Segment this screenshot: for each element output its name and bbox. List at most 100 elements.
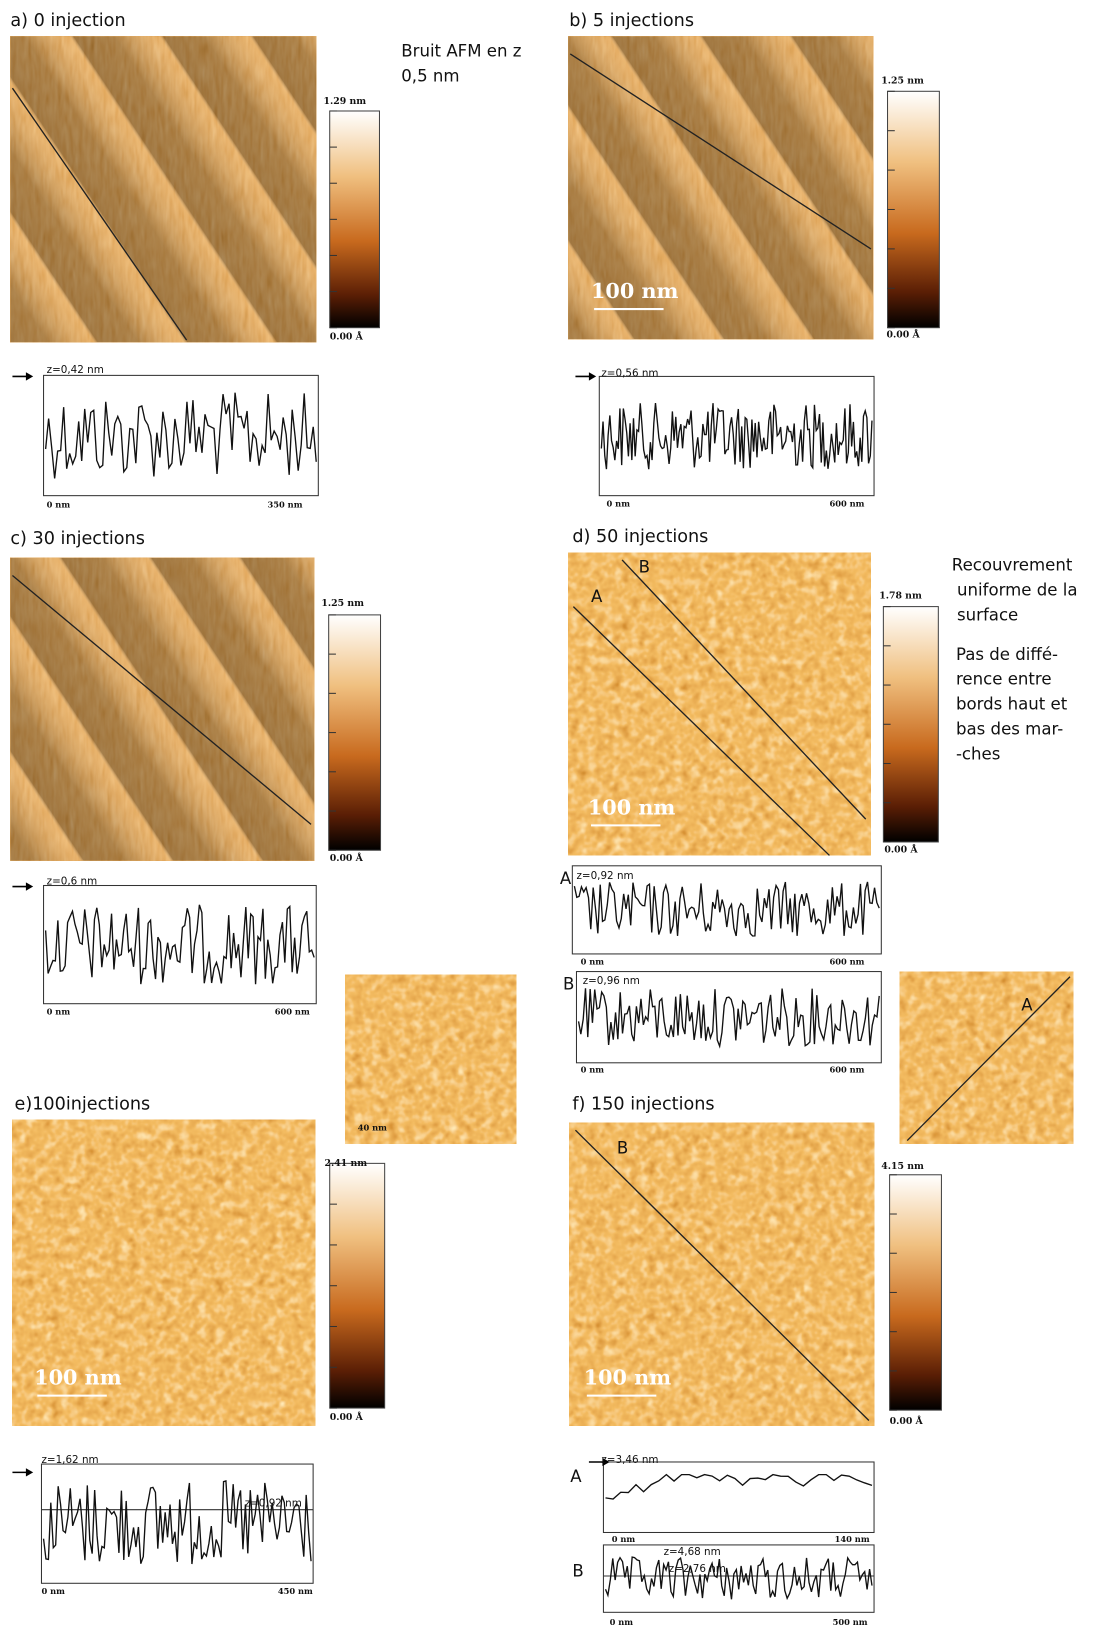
profile-x-end: 600 nm: [829, 498, 864, 508]
profile-label: B: [572, 1561, 583, 1580]
line-label: B: [617, 1138, 628, 1157]
profile-label: A: [560, 869, 572, 888]
panel-title: f) 150 injections: [572, 1094, 714, 1114]
arrow-head: [25, 372, 34, 381]
colorbar-max: 4.15 nm: [881, 1161, 924, 1172]
side-note-line: -ches: [956, 744, 1000, 763]
height-profile: [44, 904, 315, 985]
profile-frame: [602, 1544, 875, 1613]
profile-x-end: 350 nm: [268, 499, 303, 509]
terrace-steps: [10, 557, 315, 861]
scale-bar-label: 100 nm: [591, 279, 679, 303]
profile-label: B: [563, 975, 574, 994]
line-label: B: [639, 558, 650, 577]
colorbar: [329, 110, 380, 329]
profile-frame: [43, 884, 317, 1005]
afm-image: [568, 552, 871, 856]
profile-x-start: 0 nm: [612, 1534, 636, 1544]
arrow-head: [25, 1468, 34, 1477]
side-note-line: Pas de diffé-: [956, 645, 1058, 664]
profile-frame: [602, 1461, 875, 1534]
profile-line: [569, 53, 872, 250]
panel-title: b) 5 injections: [569, 11, 694, 31]
colorbar-min: 0.00 Å: [890, 1415, 924, 1427]
height-profile: [42, 1480, 312, 1565]
colorbar: [887, 90, 940, 329]
line-label: A: [591, 587, 603, 606]
scale-bar-label: 100 nm: [584, 1366, 672, 1390]
profile-line: [12, 574, 312, 825]
terrace-steps: [10, 36, 317, 343]
profile-z: z=1,62 nm: [41, 1454, 98, 1466]
profile-z: z=0,42 nm: [47, 364, 104, 376]
inset-image: [899, 971, 1074, 1144]
profile-z: z=4,68 nm: [664, 1546, 721, 1558]
profile-x-end: 450 nm: [278, 1586, 313, 1596]
height-profile: [600, 403, 873, 470]
side-note-line: bas des mar-: [956, 719, 1063, 738]
height-profile: [44, 392, 317, 479]
profile-x-start: 0 nm: [47, 499, 71, 509]
profile-x-end: 500 nm: [833, 1617, 868, 1627]
profile-line: [574, 1129, 870, 1421]
inset-label: A: [1021, 995, 1033, 1014]
side-note-line: uniforme de la: [957, 581, 1077, 600]
profile-label: A: [570, 1467, 582, 1486]
note-line: Bruit AFM en z: [401, 41, 521, 60]
colorbar: [889, 1174, 942, 1411]
profile-line: [572, 606, 830, 856]
inset-image: [345, 974, 517, 1144]
profile-z: z=0,96 nm: [583, 975, 640, 987]
colorbar: [329, 1162, 386, 1409]
inset-label: 40 nm: [358, 1123, 387, 1133]
profile-x-end: 600 nm: [829, 957, 864, 967]
colorbar-min: 0.00 Å: [330, 331, 364, 343]
profile-x-end: 600 nm: [829, 1065, 864, 1075]
profile-x-start: 0 nm: [47, 1006, 71, 1016]
profile-z: z=0,56 nm: [601, 367, 658, 379]
note-line: 0,5 nm: [401, 66, 459, 85]
side-note-line: bords haut et: [956, 695, 1068, 714]
colorbar-min: 0.00 Å: [884, 844, 918, 856]
panel-title: a) 0 injection: [10, 11, 125, 31]
arrow-head: [25, 882, 34, 891]
height-profile: [577, 988, 880, 1049]
profile-line: [906, 976, 1071, 1142]
afm-image: [12, 1119, 316, 1426]
colorbar-max: 1.78 nm: [879, 591, 922, 602]
colorbar-max: 1.25 nm: [881, 75, 924, 86]
colorbar: [882, 606, 939, 843]
arrow-head: [588, 372, 597, 381]
panel-title: d) 50 injections: [572, 527, 708, 547]
terrace-steps: [568, 36, 874, 340]
colorbar: [328, 614, 382, 851]
colorbar-max: 1.25 nm: [321, 598, 364, 609]
height-profile: [604, 1556, 873, 1601]
colorbar-max: 1.29 nm: [323, 96, 366, 107]
profile-line: [621, 559, 867, 820]
profile-x-start: 0 nm: [607, 498, 631, 508]
profile-z: z=0,92 nm: [576, 870, 633, 882]
profile-x-start: 0 nm: [581, 957, 605, 967]
height-profile: [605, 1473, 873, 1500]
arrow-head: [602, 1457, 610, 1467]
panel-title: e)100injections: [15, 1094, 151, 1114]
colorbar-max: 2.41 nm: [325, 1158, 368, 1169]
scale-bar-label: 100 nm: [34, 1366, 122, 1390]
colorbar-min: 0.00 Å: [330, 1411, 364, 1423]
scale-bar-label: 100 nm: [588, 795, 676, 819]
profile-x-start: 0 nm: [581, 1065, 605, 1075]
profile-z-ref: z=2,76 nm: [669, 1563, 726, 1575]
profile-frame: [571, 865, 882, 955]
profile-z: z=0,6 nm: [47, 875, 98, 887]
profile-x-start: 0 nm: [610, 1617, 634, 1627]
profile-z: z=3,46 nm: [601, 1454, 658, 1466]
side-note-line: surface: [957, 605, 1018, 624]
colorbar-min: 0.00 Å: [330, 852, 364, 864]
profile-x-end: 140 nm: [835, 1534, 870, 1544]
profile-line: [11, 87, 188, 341]
side-note-line: rence entre: [956, 670, 1052, 689]
profile-x-end: 600 nm: [275, 1006, 310, 1016]
height-profile: [573, 881, 880, 937]
